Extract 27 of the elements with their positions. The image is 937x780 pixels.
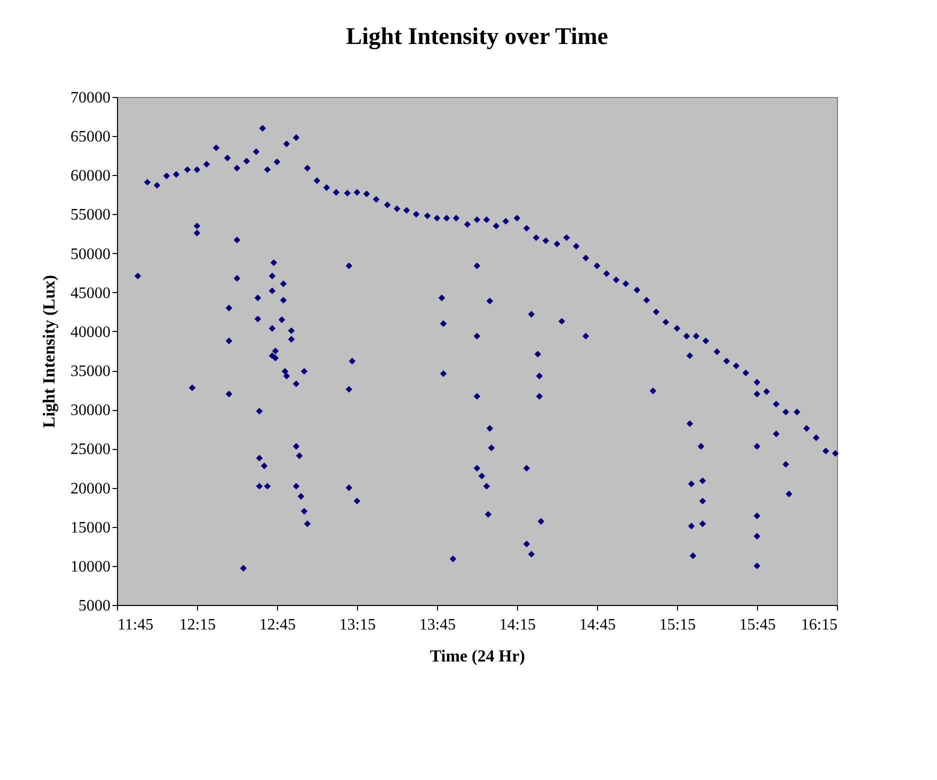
- y-tick-label: 15000: [70, 519, 110, 536]
- y-tick-label: 45000: [70, 284, 110, 302]
- x-tick-label: 16:15: [801, 616, 838, 634]
- x-tick-label: 12:15: [179, 616, 216, 634]
- y-tick-label: 30000: [70, 402, 110, 420]
- x-tick-label: 13:45: [419, 616, 456, 634]
- y-axis-title: Light Intensity (Lux): [40, 274, 58, 428]
- chart-title: Light Intensity over Time: [346, 24, 608, 50]
- y-tick-label: 70000: [70, 90, 110, 106]
- y-tick-label: 65000: [70, 128, 110, 146]
- y-tick-label: 10000: [70, 558, 110, 576]
- y-tick-label: 40000: [70, 324, 110, 341]
- y-tick-label: 35000: [70, 363, 110, 380]
- y-tick-label: 50000: [70, 246, 110, 263]
- y-tick-label: 5000: [78, 598, 110, 614]
- y-tick-label: 60000: [70, 168, 110, 185]
- y-tick-label: 25000: [70, 441, 110, 458]
- x-tick-label: 13:15: [339, 616, 376, 634]
- x-tick-label: 14:45: [579, 616, 616, 634]
- x-tick-label: 15:45: [739, 616, 776, 634]
- x-axis-title: Time (24 Hr): [430, 646, 526, 666]
- x-tick-label: 15:15: [659, 616, 696, 634]
- x-tick-label: 14:15: [499, 616, 536, 634]
- y-tick-label: 55000: [70, 206, 110, 224]
- x-tick-label: 12:45: [259, 616, 296, 634]
- x-tick-label: 11:45: [118, 616, 154, 634]
- y-tick-label: 20000: [70, 480, 110, 498]
